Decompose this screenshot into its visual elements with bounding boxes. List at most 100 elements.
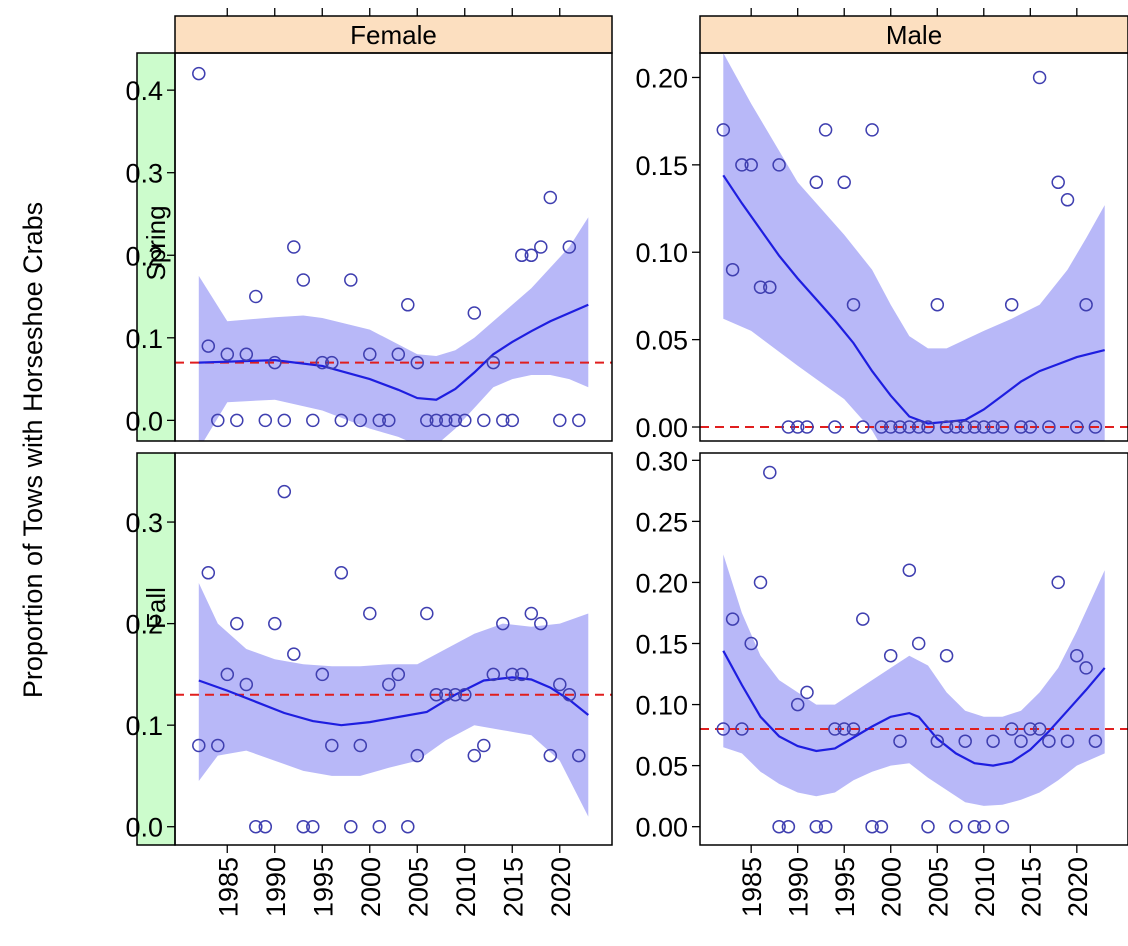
- x-tick-label: 1985: [737, 857, 767, 917]
- data-point: [553, 413, 567, 428]
- x-tick-label: 1995: [830, 857, 860, 917]
- data-point: [534, 240, 548, 254]
- y-tick-label: 0.20: [635, 63, 688, 93]
- data-point: [486, 355, 501, 370]
- data-point: [201, 339, 216, 353]
- data-point: [1042, 734, 1056, 748]
- data-point: [372, 819, 387, 834]
- data-point: [391, 667, 406, 682]
- data-point: [763, 465, 777, 480]
- data-point: [1023, 722, 1038, 736]
- data-point: [1088, 420, 1103, 434]
- data-point: [1023, 420, 1038, 434]
- data-point: [1060, 734, 1075, 748]
- data-point: [211, 413, 225, 428]
- smooth-fit-line: [198, 676, 589, 727]
- data-point: [505, 413, 520, 428]
- data-point: [239, 677, 254, 692]
- data-point: [382, 413, 396, 428]
- data-point: [995, 819, 1010, 834]
- data-point: [893, 420, 907, 434]
- data-point: [353, 738, 368, 753]
- x-tick-label: 1990: [784, 857, 814, 917]
- data-point: [496, 616, 510, 631]
- column-strip-1: [174, 15, 613, 54]
- data-point: [958, 734, 972, 748]
- data-point: [543, 190, 558, 205]
- data-point: [1070, 420, 1084, 434]
- data-point: [856, 420, 870, 434]
- data-point: [524, 248, 539, 263]
- column-strip-label-1: Female: [350, 20, 437, 50]
- x-tick-label: 2000: [877, 857, 907, 917]
- data-point: [429, 413, 444, 428]
- data-point: [1060, 193, 1075, 207]
- data-point: [856, 612, 870, 626]
- data-point: [391, 347, 406, 362]
- data-point: [902, 420, 917, 434]
- y-tick-label: 0.10: [635, 691, 688, 721]
- data-point: [800, 685, 814, 700]
- y-tick-label: 0.3: [125, 159, 163, 189]
- y-tick-label: 0.0: [125, 406, 163, 436]
- data-point: [448, 413, 463, 428]
- y-tick-label: 0.25: [635, 507, 688, 537]
- data-point: [837, 175, 851, 190]
- data-point: [344, 819, 358, 834]
- data-point: [258, 819, 273, 834]
- data-point: [1079, 297, 1093, 312]
- data-point: [921, 420, 935, 434]
- panel-frame: [699, 452, 1128, 846]
- data-point: [977, 420, 991, 434]
- data-point: [865, 819, 879, 834]
- data-point: [893, 734, 907, 748]
- panel-male-spring: 0.00 0.05 0.10 0.15 0.20: [635, 52, 1128, 443]
- data-point: [735, 158, 749, 172]
- data-point: [258, 413, 273, 428]
- data-point: [744, 636, 758, 651]
- data-point: [828, 722, 842, 736]
- data-point: [1032, 70, 1047, 85]
- data-point: [325, 355, 339, 370]
- column-strip-2: [699, 15, 1128, 54]
- y-tick-label: 0.20: [635, 568, 688, 598]
- x-tick-label: 2005: [923, 857, 953, 917]
- smooth-fit-line: [198, 303, 589, 401]
- data-point: [744, 158, 758, 172]
- data-point: [883, 420, 898, 434]
- confidence-band: [723, 554, 1105, 806]
- data-point: [977, 819, 991, 834]
- row-strip-label-2: Fall: [141, 587, 171, 629]
- y-tick-label: 0.05: [635, 326, 688, 356]
- panel-female-fall: 0.0 0.1 0.2 0.3 1985 1990 1995 2000 2005 2010 2015…: [125, 452, 613, 917]
- data-point: [277, 484, 292, 499]
- data-point: [315, 667, 330, 682]
- data-point: [967, 420, 982, 434]
- y-tick-label: 0.30: [635, 446, 688, 476]
- data-point: [230, 413, 244, 428]
- data-point: [306, 819, 320, 834]
- data-point: [1004, 722, 1019, 736]
- data-point: [967, 819, 982, 834]
- y-tick-label: 0.00: [635, 813, 688, 843]
- y-tick-label: 0.15: [635, 151, 688, 181]
- data-point: [553, 677, 567, 692]
- data-point: [439, 687, 453, 702]
- data-point: [363, 347, 377, 362]
- data-point: [572, 748, 586, 763]
- data-point: [458, 413, 472, 428]
- data-point: [1032, 722, 1047, 736]
- data-point: [800, 420, 814, 434]
- data-point: [382, 677, 396, 692]
- data-point: [716, 123, 731, 137]
- data-point: [372, 413, 387, 428]
- confidence-band: [723, 53, 1105, 441]
- data-point: [995, 420, 1010, 434]
- panel-plot-area: [175, 66, 612, 441]
- data-point: [1014, 420, 1028, 434]
- smooth-fit-line: [722, 174, 1105, 425]
- data-point: [477, 738, 491, 753]
- x-tick-label: 1990: [261, 857, 291, 917]
- data-point: [543, 748, 558, 763]
